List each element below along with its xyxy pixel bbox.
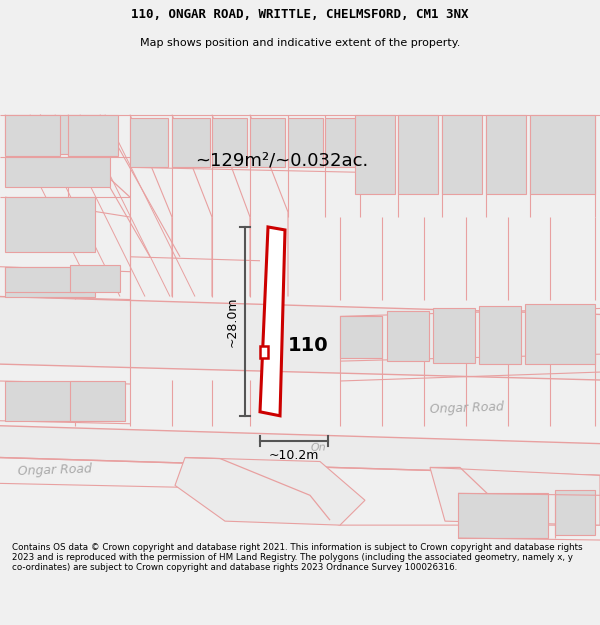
Bar [355,114,395,194]
Bar [340,316,382,358]
Bar [5,158,110,188]
Bar [433,309,475,363]
Bar [5,381,80,421]
Bar [5,114,105,154]
Text: 110, ONGAR ROAD, WRITTLE, CHELMSFORD, CM1 3NX: 110, ONGAR ROAD, WRITTLE, CHELMSFORD, CM… [131,8,469,21]
Bar [387,311,429,361]
Text: ~10.2m: ~10.2m [269,449,319,462]
Bar [486,114,526,194]
Bar [5,267,85,291]
Text: ~129m²/~0.032ac.: ~129m²/~0.032ac. [195,151,368,169]
Text: ~28.0m: ~28.0m [226,296,239,347]
Polygon shape [0,296,600,380]
Bar [555,491,595,535]
Text: 110: 110 [288,336,329,355]
Bar [172,118,210,168]
Bar [5,267,95,296]
Bar [525,304,595,364]
Bar [130,118,168,168]
Bar [479,306,521,364]
Bar [70,265,120,291]
Bar [442,114,482,194]
Bar [288,118,323,168]
Bar [458,493,548,538]
Polygon shape [175,458,365,525]
Bar [325,118,360,168]
Polygon shape [260,227,285,416]
Polygon shape [430,468,600,525]
Bar [70,381,125,421]
Bar [530,114,595,194]
Text: Ongar Road: Ongar Road [18,463,92,478]
Bar [398,114,438,194]
Text: On: On [310,442,326,452]
Text: Map shows position and indicative extent of the property.: Map shows position and indicative extent… [140,38,460,48]
Text: Contains OS data © Crown copyright and database right 2021. This information is : Contains OS data © Crown copyright and d… [12,542,583,572]
Bar [212,118,247,168]
Polygon shape [0,426,600,476]
Text: Ongar Road: Ongar Road [430,400,505,416]
Bar [68,114,118,156]
Bar [5,197,95,252]
Bar [5,114,60,156]
Polygon shape [260,346,268,358]
Bar [250,118,285,168]
